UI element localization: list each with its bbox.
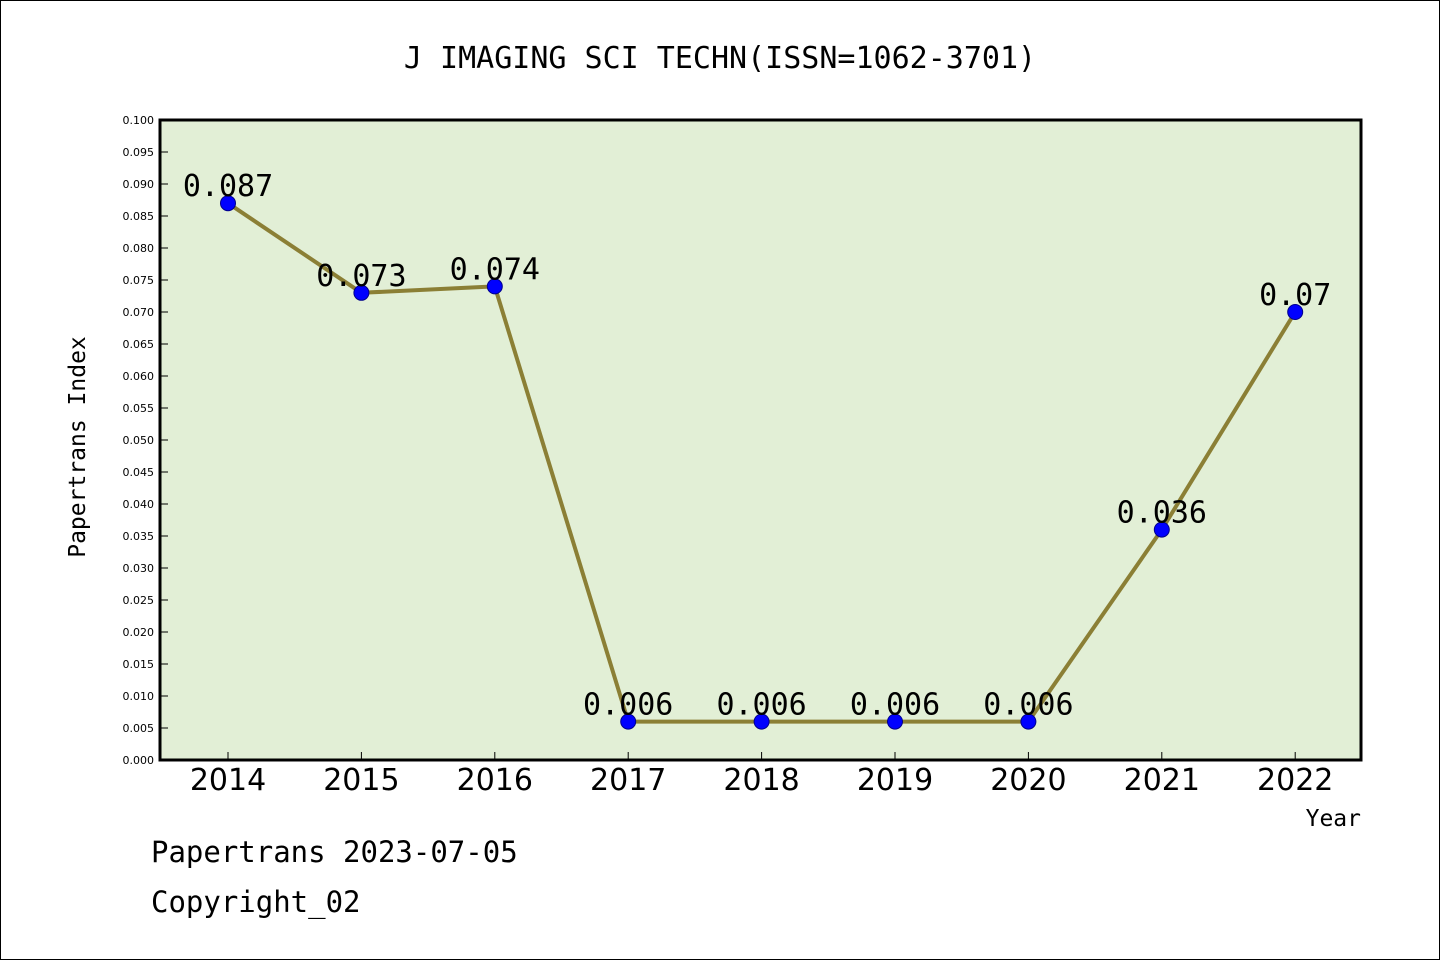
x-tick-label: 2019: [857, 763, 933, 798]
y-tick-label: 0.095: [123, 146, 155, 159]
y-tick-label: 0.050: [123, 434, 155, 447]
y-tick-label: 0.010: [123, 690, 155, 703]
data-label: 0.074: [450, 252, 540, 287]
data-label: 0.087: [183, 169, 273, 204]
y-tick-label: 0.045: [123, 466, 155, 479]
y-tick-label: 0.085: [123, 210, 155, 223]
data-label: 0.07: [1259, 278, 1331, 313]
x-tick-label: 2017: [590, 763, 666, 798]
y-tick-label: 0.075: [123, 274, 155, 287]
x-tick-label: 2014: [190, 763, 266, 798]
data-label: 0.006: [716, 688, 806, 723]
data-point: [1287, 304, 1304, 320]
y-tick-label: 0.020: [123, 626, 155, 639]
x-tick-label: 2015: [323, 763, 399, 798]
data-label: 0.006: [583, 688, 673, 723]
data-label: 0.006: [850, 688, 940, 723]
data-label: 0.006: [983, 688, 1073, 723]
y-axis-ticks: 0.000 0.005 0.010 0.015 0.020 0.025 0.030 0.035…: [123, 114, 168, 767]
x-tick-label: 2018: [723, 763, 799, 798]
data-point: [1020, 713, 1037, 730]
x-axis-ticks: 2014 2015 2016 2017 2018 2019 2020 2021 2022: [190, 752, 1333, 798]
plot-area: [158, 118, 1363, 762]
chart-title: J IMAGING SCI TECHN(ISSN=1062-3701): [404, 41, 1036, 76]
y-axis-label: Papertrans Index: [65, 336, 91, 558]
y-tick-label: 0.080: [123, 242, 155, 255]
data-point: [753, 713, 770, 730]
data-point: [620, 713, 637, 730]
y-tick-label: 0.060: [123, 370, 155, 383]
data-point: [1153, 521, 1170, 538]
data-point: [887, 713, 903, 730]
y-tick-label: 0.005: [123, 722, 155, 735]
data-point: [220, 195, 236, 212]
data-point: [353, 284, 370, 301]
y-tick-label: 0.040: [123, 498, 155, 511]
y-tick-label: 0.090: [123, 178, 155, 191]
y-tick-label: 0.030: [123, 562, 155, 575]
y-tick-label: 0.025: [123, 594, 155, 607]
footer-copyright-line: Copyright_02: [151, 885, 361, 919]
x-tick-label: 2016: [457, 763, 533, 798]
data-point-markers: [220, 195, 1304, 730]
y-tick-label: 0.035: [123, 530, 155, 543]
x-tick-label: 2022: [1257, 763, 1333, 798]
x-tick-label: 2020: [990, 763, 1066, 798]
y-tick-label: 0.055: [123, 402, 155, 415]
y-tick-label: 0.100: [123, 114, 155, 127]
x-axis-label: Year: [1306, 806, 1361, 832]
data-point: [486, 278, 503, 295]
y-tick-label: 0.000: [123, 754, 155, 767]
data-point-labels: 0.087 0.073 0.074 0.006 0.006 0.006 0.006 0.036…: [183, 169, 1331, 722]
x-tick-label: 2021: [1124, 763, 1200, 798]
y-tick-label: 0.070: [123, 306, 155, 319]
footer-date-line: Papertrans 2023-07-05: [151, 835, 518, 869]
y-tick-label: 0.015: [123, 658, 155, 671]
data-label: 0.073: [316, 259, 406, 294]
y-tick-label: 0.065: [123, 338, 155, 351]
data-label: 0.036: [1117, 496, 1207, 531]
